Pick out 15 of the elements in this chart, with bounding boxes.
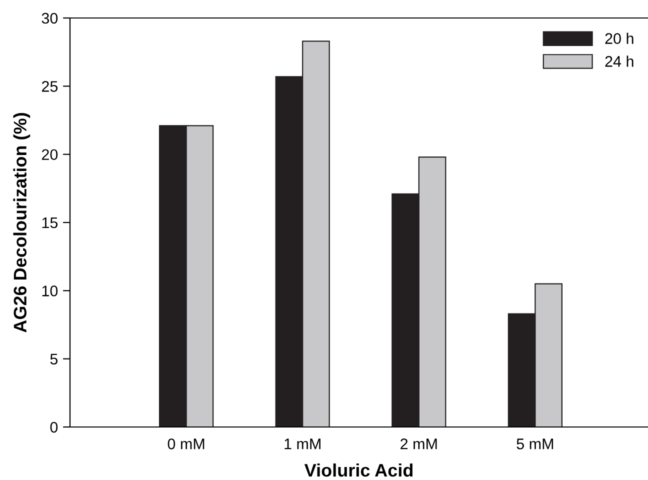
x-axis-title: Violuric Acid (304, 463, 412, 477)
y-tick-label: 20 (42, 149, 58, 160)
y-axis-title: AG26 Decolourization (%) (13, 113, 30, 332)
y-tick-label: 15 (42, 218, 58, 228)
y-tick-label: 0 (50, 422, 58, 433)
y-tick-label: 25 (42, 81, 58, 92)
x-tick-label: 0 mM (168, 438, 204, 450)
x-tick-label: 5 mM (516, 438, 554, 450)
legend-label: 24 h (605, 56, 634, 67)
y-tick-label: 30 (42, 12, 58, 24)
y-tick-label: 10 (42, 286, 58, 296)
x-tick-label: 2 mM (400, 438, 437, 450)
y-tick-label: 5 (50, 354, 58, 365)
x-tick-label: 1 mM (284, 438, 320, 450)
legend-label: 20 h (605, 32, 634, 44)
